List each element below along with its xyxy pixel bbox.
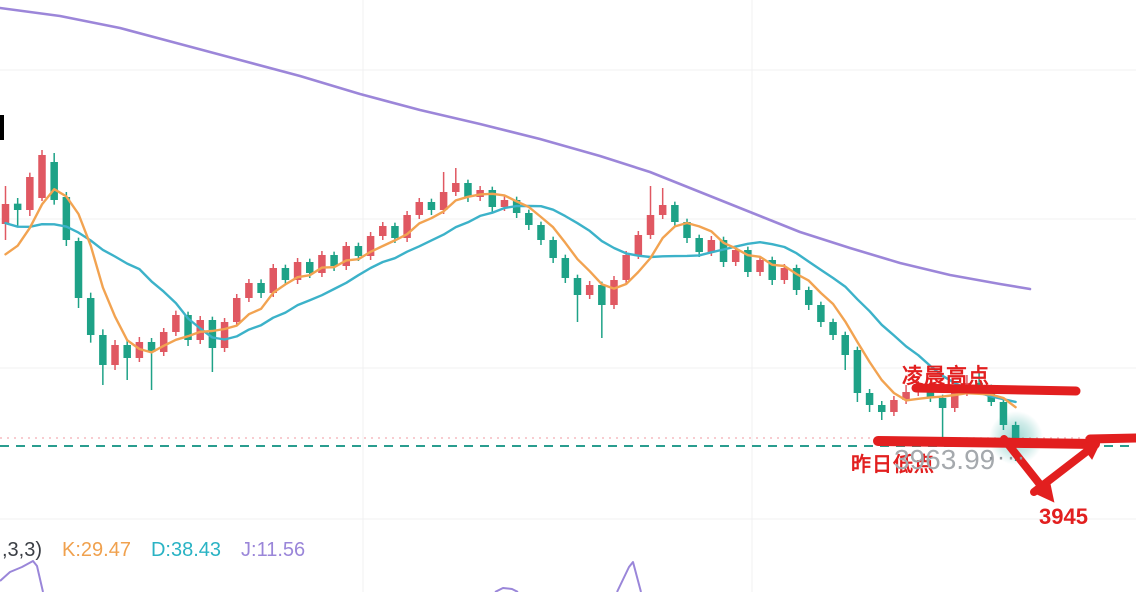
dawn-high-label: 凌晨高点: [902, 365, 990, 388]
target-price-label: 3945: [1039, 504, 1088, 529]
kdj-readout: ,3,3) K:29.47 D:38.43 J:11.56: [2, 539, 305, 562]
kdj-params: ,3,3): [2, 539, 43, 561]
kdj-k-value: K:29.47: [62, 539, 131, 561]
left-edge-mark: [0, 115, 4, 140]
kdj-j-value: J:11.56: [241, 539, 306, 561]
yesterday-low-label: 昨日低点: [851, 454, 935, 476]
last-price-label: 3963.99: [894, 444, 996, 475]
price-dots: ····: [987, 444, 1027, 471]
kdj-d-value: D:38.43: [150, 539, 222, 561]
